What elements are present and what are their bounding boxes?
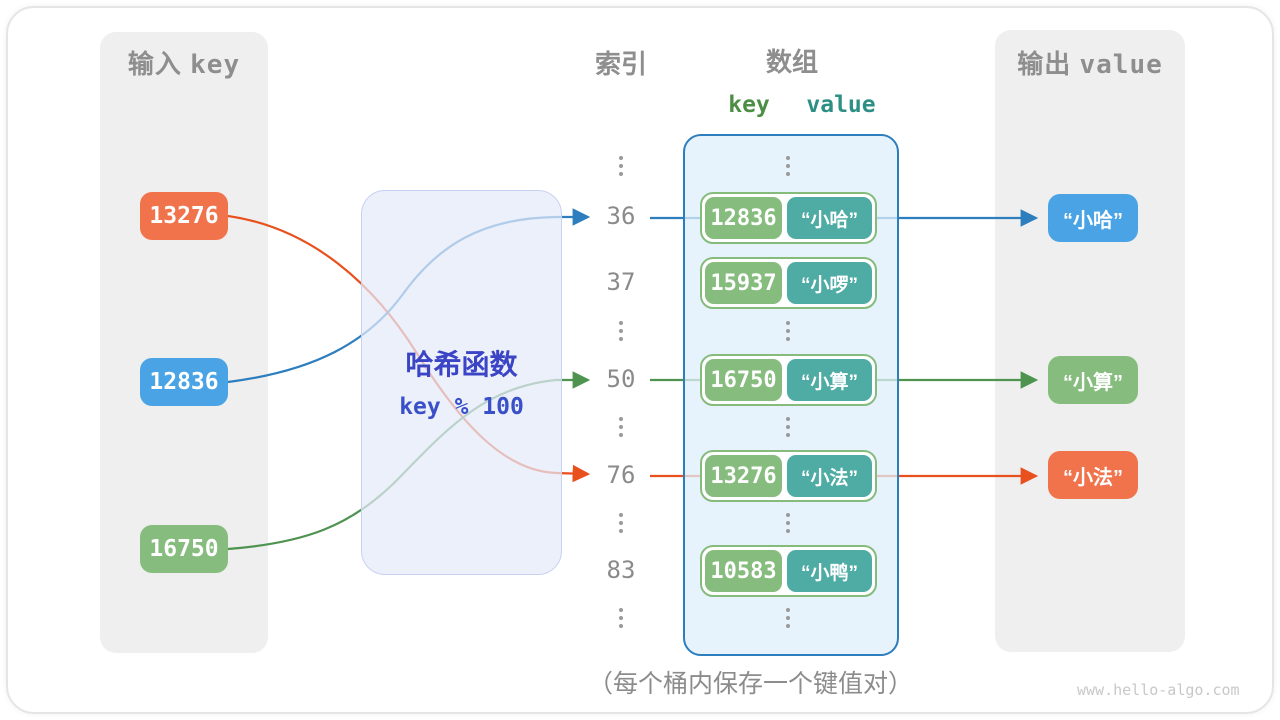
hash-function-box: 哈希函数 key % 100 [361,190,562,575]
pair-value: “小哈” [787,197,872,239]
pair-key: 16750 [705,359,782,401]
output-value-xiaofa: “小法” [1048,451,1138,499]
caption: （每个桶内保存一个键值对） [588,670,914,698]
ellipsis-dots [617,513,625,533]
ellipsis-dots [617,156,625,176]
pair-row: 16750 “小算” [700,354,877,406]
input-key-16750: 16750 [140,525,228,573]
hash-function-formula: key % 100 [399,394,524,420]
input-key-13276: 13276 [140,192,228,240]
ellipsis-dots [784,608,792,628]
value-column-label: value [806,92,876,118]
input-key-12836: 12836 [140,358,228,406]
ellipsis-dots [784,417,792,437]
pair-value: “小算” [787,359,872,401]
output-value-xiaosuan: “小算” [1048,356,1138,404]
pair-row: 10583 “小鸭” [700,545,877,597]
pair-key: 10583 [705,550,782,592]
index-header: 索引 [594,49,647,79]
output-panel-title: 输出 value [995,44,1185,81]
ellipsis-dots [784,513,792,533]
watermark: www.hello-algo.com [1077,681,1240,699]
index-37: 37 [606,268,636,296]
pair-row: 13276 “小法” [700,450,877,502]
index-36: 36 [606,202,636,230]
pair-value: “小鸭” [787,550,872,592]
ellipsis-dots [617,608,625,628]
key-column-label: key [728,92,770,118]
input-panel-title: 输入 key [100,44,268,81]
index-50: 50 [606,365,636,393]
output-title-en: value [1079,50,1163,80]
output-value-xiaoha: “小哈” [1048,194,1138,242]
ellipsis-dots [784,156,792,176]
pair-key: 12836 [705,197,782,239]
array-header: 数组 [765,47,818,77]
pair-row: 15937 “小啰” [700,257,877,309]
card-border [6,6,1274,714]
hash-function-title: 哈希函数 [405,349,518,380]
pair-value: “小法” [787,455,872,497]
input-title-en: key [190,50,241,80]
pair-row: 12836 “小哈” [700,192,877,244]
index-76: 76 [606,461,636,489]
output-panel [995,30,1185,652]
ellipsis-dots [784,321,792,341]
ellipsis-dots [617,321,625,341]
pair-key: 13276 [705,455,782,497]
input-title-zh: 输入 [127,49,182,79]
ellipsis-dots [617,417,625,437]
pair-value: “小啰” [787,262,872,304]
output-title-zh: 输出 [1017,49,1072,79]
pair-key: 15937 [705,262,782,304]
index-83: 83 [606,556,636,584]
